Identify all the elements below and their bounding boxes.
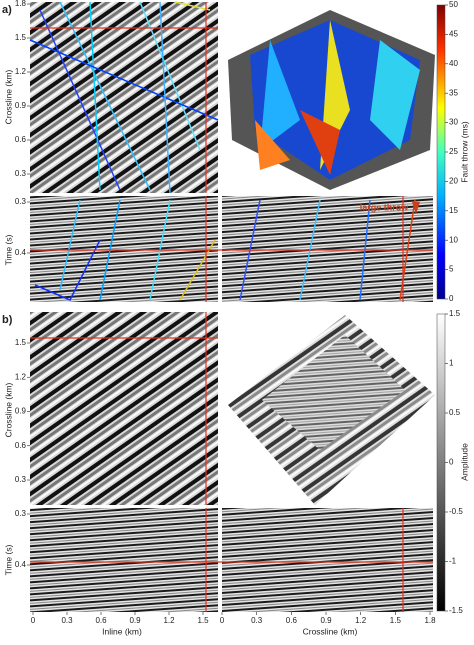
tick-label: 1.8 [424, 616, 436, 625]
seismic-slice [30, 312, 218, 505]
tick-label: 25 [449, 147, 458, 156]
amplitude-cube [228, 315, 435, 505]
panel-label: b) [2, 314, 13, 326]
tick-label: 0.3 [251, 616, 263, 625]
tick-label: 0.4 [15, 560, 27, 569]
tick-label: 40 [449, 59, 458, 68]
tick-label: 0.6 [15, 441, 27, 450]
tick-label: 15 [449, 206, 458, 215]
tick-label: -1.5 [449, 606, 463, 615]
tick-label: 1.5 [390, 616, 402, 625]
tick-label: 0.9 [15, 101, 27, 110]
tick-label: -1 [449, 557, 457, 566]
time-section [30, 508, 218, 612]
layout [29, 1, 446, 612]
arrow [412, 202, 420, 214]
tick-label: 1.5 [449, 309, 461, 318]
tick-label: 0 [220, 616, 225, 625]
tick-label: 1.5 [15, 338, 27, 347]
colorbar-title: Amplitude [459, 443, 469, 481]
tick-label: 20 [449, 177, 458, 186]
tick-label: 50 [449, 0, 458, 9]
tick-label: 45 [449, 30, 458, 39]
tick-label: 1.8 [15, 0, 27, 8]
colorbar [436, 4, 446, 300]
tick-label: 1.5 [197, 616, 209, 625]
tick-label: 0.6 [15, 135, 27, 144]
tick-label: 0.9 [15, 407, 27, 416]
tick-label: 1.2 [15, 67, 27, 76]
tick-label: 0.5 [449, 408, 461, 417]
tick-label: 1.2 [163, 616, 175, 625]
axis-title: Time (s) [3, 544, 13, 575]
tick-label: 5 [449, 265, 454, 274]
tick-label: 1 [449, 359, 454, 368]
tick-label: 1.2 [15, 372, 27, 381]
tick-label: 0 [31, 616, 36, 625]
annotation: large throw [360, 202, 410, 212]
tick-label: 0 [449, 294, 454, 303]
axis-title: Crossline (km) [303, 626, 358, 636]
fault-cube [228, 10, 435, 190]
tick-label: 1.5 [15, 33, 27, 42]
time-section [222, 508, 433, 612]
axis-title: Inline (km) [102, 626, 142, 636]
colorbar-title: Fault throw (ms) [459, 121, 469, 183]
time-section [30, 196, 218, 302]
tick-label: 10 [449, 235, 458, 244]
tick-label: 0.9 [320, 616, 332, 625]
tick-label: 0.3 [15, 509, 27, 518]
tick-label: -0.5 [449, 507, 463, 516]
tick-label: 0.6 [95, 616, 107, 625]
tick-label: 0.6 [286, 616, 298, 625]
panel-label: a) [2, 4, 12, 16]
tick-label: 0.3 [15, 169, 27, 178]
tick-label: 0.3 [15, 197, 27, 206]
tick-label: 0.3 [61, 616, 73, 625]
tick-label: 0.9 [129, 616, 141, 625]
tick-label: 35 [449, 88, 458, 97]
axis-title: Crossline (km) [3, 69, 13, 124]
fault-lines [29, 1, 219, 194]
tick-label: 0 [449, 458, 454, 467]
tick-label: 0.3 [15, 475, 27, 484]
axis-title: Crossline (km) [3, 382, 13, 437]
seismic-slice [30, 2, 218, 193]
tick-label: 0.4 [15, 248, 27, 257]
tick-label: 1.2 [355, 616, 367, 625]
tick-label: 30 [449, 118, 458, 127]
axis-title: Time (s) [3, 234, 13, 265]
colorbar [436, 313, 446, 612]
